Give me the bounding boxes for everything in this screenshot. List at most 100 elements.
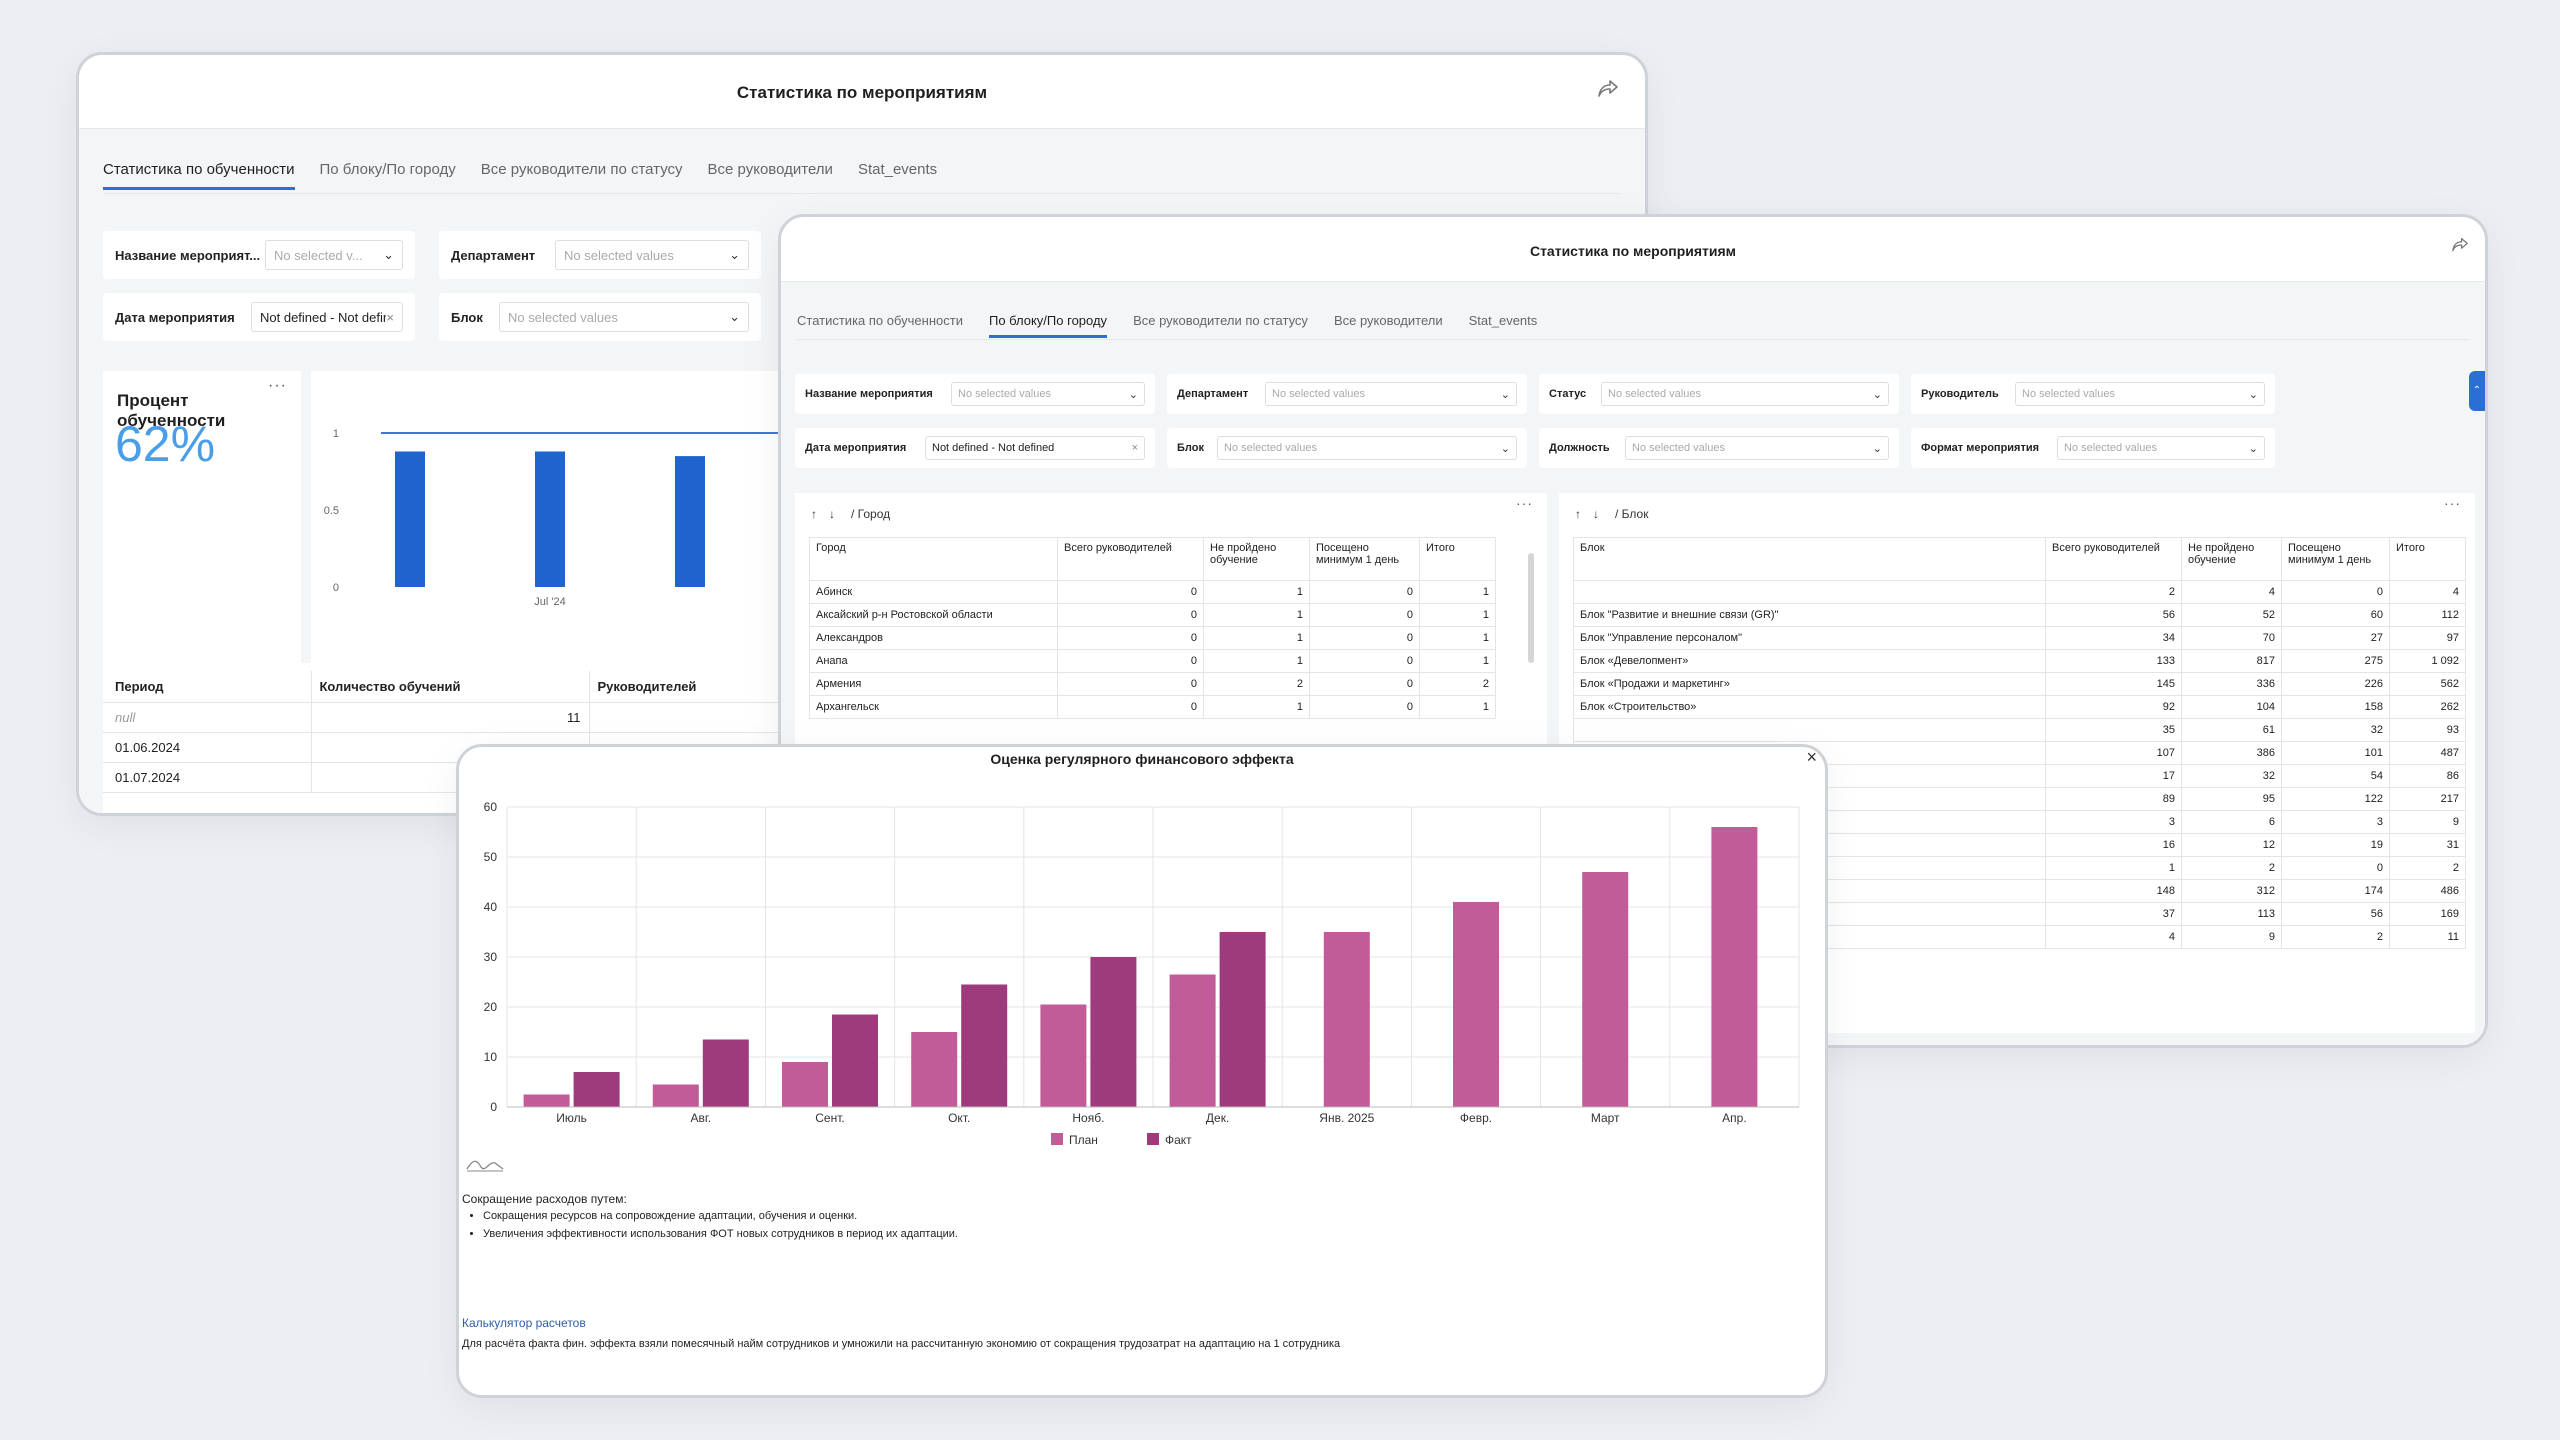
filter-department[interactable]: Департамент No selected values ⌄	[1167, 374, 1527, 414]
mini-bar[interactable]	[535, 451, 565, 587]
table-row[interactable]: Блок «Продажи и маркетинг» 145 336 226 562	[1573, 672, 2466, 696]
column-header[interactable]: Всего руководителей	[2045, 537, 2182, 581]
bar-plan[interactable]	[911, 1032, 958, 1107]
mini-bar[interactable]	[675, 456, 705, 587]
scrollbar[interactable]	[1528, 553, 1534, 663]
tab-managers-by-status[interactable]: Все руководители по статусу	[1133, 313, 1308, 328]
filter-event-date[interactable]: Дата мероприятия Not defined - Not defir…	[103, 293, 415, 341]
filter-position[interactable]: Должность No selected values ⌄	[1539, 428, 1899, 468]
bar-plan[interactable]	[1169, 974, 1216, 1108]
table-row[interactable]: Архангельск 0 1 0 1	[809, 695, 1496, 719]
legend-label-fact[interactable]: Факт	[1165, 1133, 1192, 1147]
tab-training-stats[interactable]: Статистика по обученности	[797, 313, 963, 328]
table-row[interactable]: 35 61 32 93	[1573, 718, 2466, 742]
bar-plan[interactable]	[782, 1062, 828, 1107]
table-row[interactable]: Александров 0 1 0 1	[809, 626, 1496, 650]
filter-event-name[interactable]: Название мероприятия No selected values …	[795, 374, 1155, 414]
sort-asc-icon[interactable]: ↑	[1575, 507, 1581, 521]
filter-select[interactable]: No selected values ⌄	[1601, 382, 1889, 406]
bar-plan[interactable]	[523, 1094, 570, 1108]
bar-fact[interactable]	[702, 1039, 749, 1108]
column-header[interactable]: Итого	[1419, 537, 1496, 581]
breadcrumb[interactable]: / Город	[851, 507, 891, 521]
clear-icon[interactable]: ×	[1131, 442, 1138, 454]
tab-stat-events[interactable]: Stat_events	[1468, 313, 1538, 328]
sort-asc-icon[interactable]: ↑	[811, 507, 817, 521]
share-icon[interactable]	[2451, 237, 2469, 258]
column-header[interactable]: Итого	[2389, 537, 2466, 581]
table-row[interactable]: Анапа 0 1 0 1	[809, 649, 1496, 673]
filter-event-date[interactable]: Дата мероприятия Not defined - Not defin…	[795, 428, 1155, 468]
table-row[interactable]: Блок "Управление персоналом" 34 70 27 97	[1573, 626, 2466, 650]
share-icon[interactable]	[1597, 79, 1619, 104]
value-cell: 158	[2281, 695, 2390, 719]
clear-icon[interactable]: ×	[386, 309, 394, 325]
filter-select[interactable]: No selected values ⌄	[2057, 436, 2265, 460]
bar-fact[interactable]	[1090, 957, 1137, 1107]
table-row[interactable]: Абинск 0 1 0 1	[809, 580, 1496, 604]
tab-all-managers[interactable]: Все руководители	[1333, 313, 1443, 328]
bar-fact[interactable]	[573, 1072, 620, 1107]
filter-select[interactable]: No selected values ⌄	[1265, 382, 1517, 406]
calculator-link[interactable]: Калькулятор расчетов	[462, 1316, 586, 1330]
value-cell: 4	[2389, 580, 2466, 604]
tab-by-block-city[interactable]: По блоку/По городу	[319, 161, 456, 178]
filter-block[interactable]: Блок No selected values ⌄	[439, 293, 761, 341]
bar-fact[interactable]	[961, 984, 1008, 1108]
filter-select[interactable]: No selected v... ⌄	[265, 240, 403, 270]
bar-plan[interactable]	[1453, 902, 1499, 1107]
bar-fact[interactable]	[832, 1014, 878, 1108]
more-icon[interactable]: ···	[2444, 495, 2461, 511]
mini-bar[interactable]	[395, 451, 425, 587]
filter-select[interactable]: No selected values ⌄	[555, 240, 749, 270]
value-cell: 312	[2181, 879, 2282, 903]
date-range-input[interactable]: Not defined - Not defined ×	[925, 436, 1145, 460]
bar-plan[interactable]	[1323, 932, 1370, 1107]
filter-select[interactable]: No selected values ⌄	[499, 302, 749, 332]
sort-desc-icon[interactable]: ↓	[1593, 507, 1599, 521]
filter-select[interactable]: No selected values ⌄	[1625, 436, 1889, 460]
more-icon[interactable]: ···	[1516, 495, 1533, 511]
bar-plan[interactable]	[1582, 872, 1629, 1107]
filter-event-name[interactable]: Название мероприят... No selected v... ⌄	[103, 231, 415, 279]
table-row[interactable]: Блок «Девелопмент» 133 817 275 1 092	[1573, 649, 2466, 673]
column-header[interactable]: Количество обучений	[310, 671, 589, 703]
tab-all-managers[interactable]: Все руководители	[707, 161, 833, 178]
filter-manager[interactable]: Руководитель No selected values ⌄	[1911, 374, 2275, 414]
tab-managers-by-status[interactable]: Все руководители по статусу	[480, 161, 683, 178]
bar-plan[interactable]	[1040, 1004, 1087, 1108]
table-row[interactable]: Аксайский р-н Ростовской области 0 1 0 1	[809, 603, 1496, 627]
breadcrumb[interactable]: / Блок	[1615, 507, 1649, 521]
tab-by-block-city[interactable]: По блоку/По городу	[988, 313, 1108, 338]
collapse-handle[interactable]: ⌃	[2469, 371, 2485, 411]
tab-training-stats[interactable]: Статистика по обученности	[103, 161, 295, 190]
filter-department[interactable]: Департамент No selected values ⌄	[439, 231, 761, 279]
column-header[interactable]: Посещено минимум 1 день	[2281, 537, 2390, 581]
bar-plan[interactable]	[652, 1084, 699, 1108]
filter-select[interactable]: No selected values ⌄	[2015, 382, 2265, 406]
more-icon[interactable]: ···	[268, 377, 287, 394]
tab-stat-events[interactable]: Stat_events	[857, 161, 938, 178]
filter-status[interactable]: Статус No selected values ⌄	[1539, 374, 1899, 414]
column-header[interactable]: Не пройдено обучение	[2181, 537, 2282, 581]
bar-fact[interactable]	[1219, 932, 1266, 1107]
column-header[interactable]: Город	[809, 537, 1058, 581]
legend-label-plan[interactable]: План	[1069, 1133, 1098, 1147]
date-range-input[interactable]: Not defined - Not defir ×	[251, 302, 403, 332]
filter-select[interactable]: No selected values ⌄	[1217, 436, 1517, 460]
filter-select[interactable]: No selected values ⌄	[951, 382, 1145, 406]
close-icon[interactable]: ×	[1806, 747, 1817, 767]
column-header[interactable]: Посещено минимум 1 день	[1309, 537, 1420, 581]
filter-block[interactable]: Блок No selected values ⌄	[1167, 428, 1527, 468]
sort-desc-icon[interactable]: ↓	[829, 507, 835, 521]
column-header[interactable]: Блок	[1573, 537, 2046, 581]
table-row[interactable]: Блок "Развитие и внешние связи (GR)" 56 52…	[1573, 603, 2466, 627]
column-header[interactable]: Не пройдено обучение	[1203, 537, 1310, 581]
table-row[interactable]: Блок «Строительство» 92 104 158 262	[1573, 695, 2466, 719]
column-header[interactable]: Всего руководителей	[1057, 537, 1204, 581]
column-header[interactable]: Период	[103, 671, 311, 703]
filter-event-format[interactable]: Формат мероприятия No selected values ⌄	[1911, 428, 2275, 468]
bar-plan[interactable]	[1711, 827, 1758, 1107]
table-row[interactable]: Армения 0 2 0 2	[809, 672, 1496, 696]
